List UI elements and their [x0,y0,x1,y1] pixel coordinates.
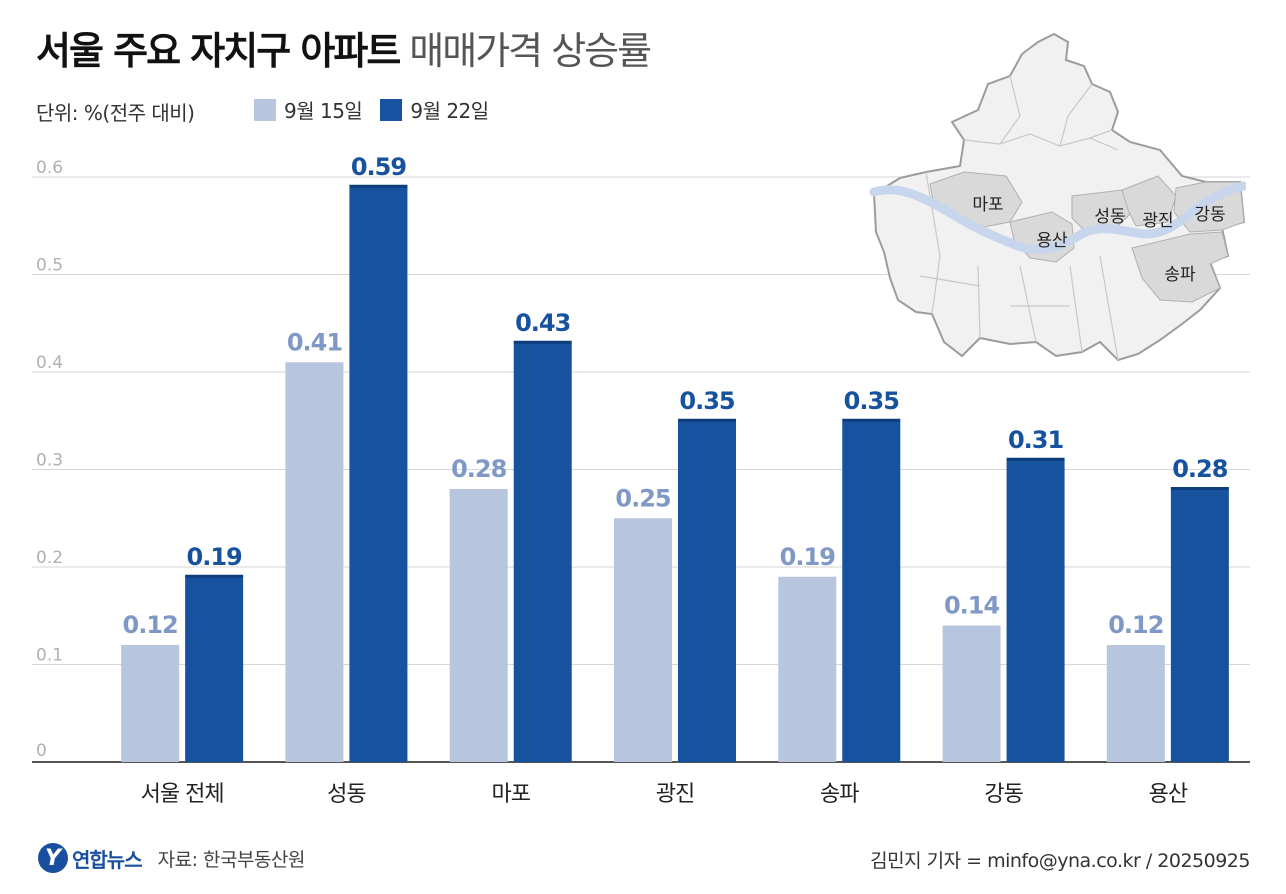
data-label: 0.28 [451,455,507,483]
bar-cap [1006,457,1065,461]
map-label-gwangjin: 광진 [1142,211,1173,231]
y-tick-label: 0.3 [36,451,63,471]
map-label-seongdong: 성동 [1094,207,1125,227]
data-label: 0.43 [515,309,570,337]
bar [778,576,837,762]
data-label: 0.25 [615,484,671,512]
bar [678,420,736,762]
data-label: 0.19 [187,543,243,571]
bar [449,489,508,762]
x-tick-label: 송파 [820,782,859,807]
han-river [869,181,1246,255]
highlight-songpa [1131,231,1229,303]
data-label: 0.59 [351,153,407,181]
bar-cap [513,340,572,344]
map-label-songpa: 송파 [1164,265,1196,285]
bar [1006,459,1065,762]
y-tick-label: 0 [36,741,47,761]
logo-text: 연합뉴스 [72,847,143,872]
bar [614,518,672,762]
x-tick-label: 성동 [327,782,366,807]
x-tick-label: 강동 [984,782,1023,807]
title-light: 매매가격 상승률 [409,29,652,73]
y-tick-label: 0.6 [36,158,63,178]
bar-cap [1170,487,1229,490]
data-label: 0.35 [844,387,900,415]
bar-cap [185,574,244,578]
y-tick-label: 0.2 [36,548,63,568]
bar [842,420,901,762]
footer-logo: Y 연합뉴스 자료: 한국부동산원 [38,843,305,873]
data-label: 0.14 [944,592,1000,620]
bar [121,645,180,762]
legend: 9월 15일 9월 22일 [254,95,507,124]
x-tick-label: 용산 [1149,782,1188,807]
x-tick-label: 서울 전체 [141,782,224,807]
chart-title: 서울 주요 자치구 아파트 매매가격 상승률 [36,29,652,73]
legend-label-sep22: 9월 22일 [410,99,489,123]
bar-cap [349,184,408,188]
y-tick-label: 0.1 [36,646,63,666]
data-label: 0.28 [1172,455,1228,483]
y-tick-label: 0.5 [36,256,63,276]
title-bold: 서울 주요 자치구 아파트 [36,29,401,73]
data-label: 0.12 [1108,611,1163,639]
map-label-gangdong: 강동 [1194,205,1225,225]
bar-cap [842,418,901,422]
data-label: 0.35 [679,387,735,415]
bar [513,342,572,762]
bar [285,362,344,762]
x-tick-label: 마포 [491,782,530,807]
y-tick-label: 0.4 [36,353,63,373]
legend-item-sep22: 9월 22일 [380,95,489,124]
data-label: 0.12 [123,611,178,639]
x-tick-label: 광진 [656,782,694,807]
bar-cap [678,418,736,422]
bar [1106,645,1165,762]
bar [185,576,244,762]
legend-item-sep15: 9월 15일 [254,95,363,124]
legend-swatch-sep22 [380,98,403,121]
bar [1170,489,1229,762]
data-label: 0.19 [780,543,836,571]
bar [349,186,408,762]
bar [942,625,1001,762]
map-label-mapo: 마포 [972,195,1003,215]
data-label: 0.31 [1008,426,1064,454]
legend-swatch-sep15 [254,98,276,121]
data-label: 0.41 [287,328,343,356]
source-label: 자료: 한국부동산원 [157,848,306,871]
district-lines [919,75,1119,361]
seoul-map: 마포 용산 성동 광진 강동 송파 [869,32,1246,362]
highlight-gwangjin [1121,175,1177,227]
legend-label-sep15: 9월 15일 [284,99,363,123]
yonhap-logo-icon: Y [38,843,68,873]
credit-label: 김민지 기자 = minfo@yna.co.kr / 20250925 [870,850,1250,872]
map-label-yongsan: 용산 [1036,231,1068,251]
unit-label: 단위: %(전주 대비) [36,101,195,125]
